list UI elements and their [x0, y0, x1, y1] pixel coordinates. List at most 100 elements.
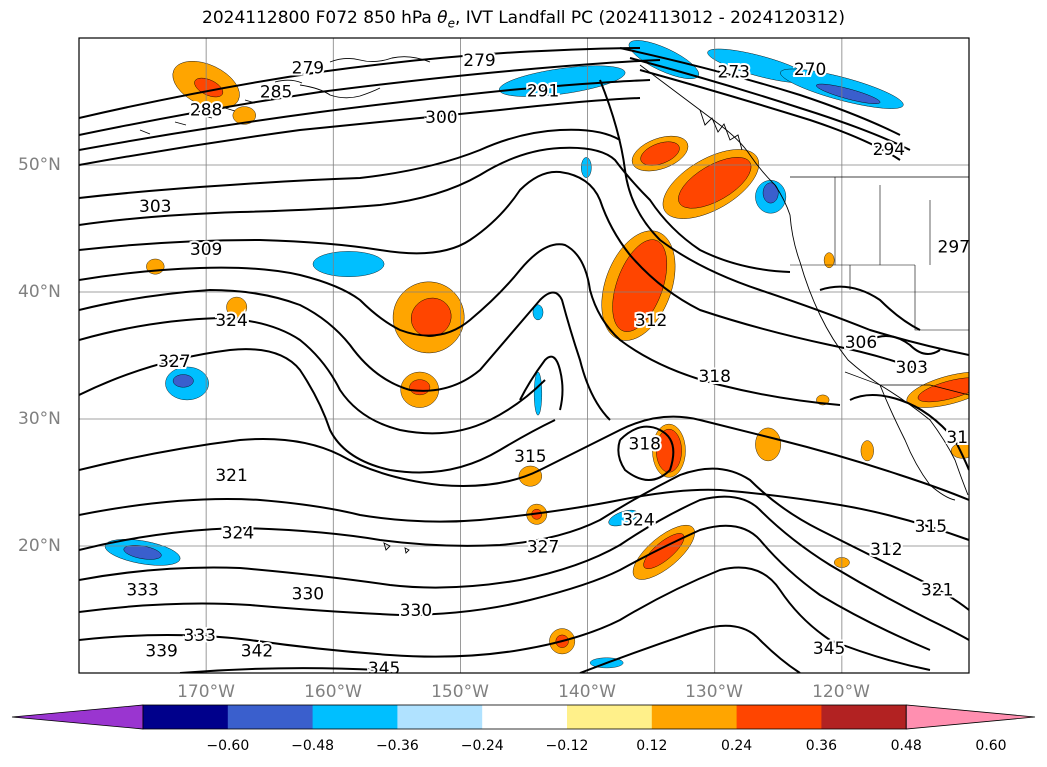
colorbar-segment	[143, 705, 229, 729]
contour-label: 312	[870, 540, 902, 560]
contour-label: 342	[241, 641, 273, 661]
contour-label: 324	[215, 311, 247, 331]
contour-label: 345	[368, 659, 400, 679]
shaded-region	[312, 251, 385, 277]
contour-line	[79, 348, 556, 474]
contour-line	[79, 243, 841, 406]
contour-label: 327	[158, 352, 190, 372]
shaded-region	[172, 374, 194, 388]
contour-label: 306	[845, 333, 877, 353]
contour-label: 318	[698, 367, 730, 387]
colorbar-segment	[821, 705, 907, 729]
contour-line	[819, 285, 921, 331]
coastlines-and-borders	[139, 56, 969, 554]
aleutian-islands	[139, 99, 256, 135]
contour-label: 315	[514, 447, 546, 467]
contour-line	[869, 335, 941, 355]
shaded-region	[823, 252, 835, 269]
contour-line	[79, 146, 791, 273]
colorbar-tick-label: −0.60	[206, 738, 250, 754]
contour-line	[849, 394, 969, 471]
aleutian-coast	[299, 84, 381, 99]
contour-label: 288	[190, 100, 222, 120]
lon-label: 160°W	[304, 682, 362, 702]
shaded-region	[612, 239, 668, 332]
colorbar-extend-min	[11, 704, 144, 730]
shaded-region	[640, 141, 680, 166]
contour-label: 324	[622, 511, 654, 531]
contour-line	[79, 47, 641, 119]
contour-label: 339	[145, 641, 177, 661]
shaded-region	[628, 40, 699, 79]
colorbar-tick-label: 0.12	[636, 738, 668, 754]
ocean-background	[79, 38, 969, 673]
colorbar-segment	[651, 705, 738, 729]
contour-label: 330	[292, 584, 324, 604]
contour-label: 303	[139, 197, 171, 217]
theta-e-contours	[79, 47, 969, 673]
lon-label: 130°W	[685, 682, 743, 702]
contour-label: 279	[292, 58, 324, 78]
us-mexico-border	[844, 371, 969, 396]
contour-label: 270	[794, 60, 826, 80]
state-borders	[790, 264, 969, 331]
contour-label: 273	[718, 62, 750, 82]
contour-label: 303	[896, 358, 928, 378]
contour-line	[79, 415, 969, 501]
contour-line	[79, 495, 969, 641]
contour-label: 333	[126, 580, 158, 600]
colorbar-tick-label: 0.24	[721, 738, 753, 754]
contour-line	[79, 170, 921, 371]
contour-line	[79, 566, 931, 671]
colorbar-segment	[227, 705, 314, 729]
contour-label: 315	[915, 517, 947, 537]
colorbar-tick-label: 0.36	[805, 738, 837, 754]
alaska-peninsula-coast	[274, 79, 303, 84]
contour-line	[79, 467, 969, 611]
colorbar-segment	[397, 705, 483, 729]
contour-label: 324	[222, 523, 254, 543]
lon-label: 120°W	[812, 682, 870, 702]
shaded-region	[860, 440, 874, 462]
colorbar-tick-label: −0.24	[460, 738, 504, 754]
shaded-region	[755, 427, 782, 462]
shaded-region	[988, 273, 1006, 298]
lon-label: 150°W	[431, 682, 489, 702]
colorbar-extend-max	[905, 704, 1036, 730]
shaded-region	[608, 509, 638, 527]
shaded-region	[532, 304, 544, 321]
contour-label: 285	[260, 83, 292, 103]
contour-line	[79, 59, 661, 136]
interior-borders	[834, 177, 931, 265]
contour-line	[79, 316, 546, 435]
contour-label: 294	[873, 140, 905, 160]
shaded-region	[979, 267, 1010, 305]
contour-line	[79, 524, 931, 651]
lat-label: 40°N	[18, 282, 61, 302]
plot-frame	[78, 37, 970, 674]
contour-label: 333	[184, 626, 216, 646]
contour-line	[79, 488, 969, 541]
contour-line	[79, 79, 651, 151]
contour-line	[639, 69, 901, 161]
colorbar-segment	[482, 705, 568, 729]
contour-label: 327	[527, 537, 559, 557]
colorbar-segment	[567, 705, 653, 729]
lon-label: 140°W	[558, 682, 616, 702]
colorbar-tick-label: 0.60	[975, 738, 1007, 754]
map-title: 2024112800 F072 850 hPa θe, IVT Landfall…	[202, 8, 845, 31]
lat-label: 20°N	[18, 536, 61, 556]
contour-label: 321	[215, 466, 247, 486]
colorbar-tick-label: −0.48	[291, 738, 335, 754]
contour-label: 345	[813, 639, 845, 659]
colorbar-tick-label: 0.48	[890, 738, 922, 754]
contour-line	[579, 624, 801, 673]
contour-line	[619, 47, 901, 136]
shaded-region	[816, 83, 881, 104]
baja-california-coast	[879, 384, 956, 501]
alaska-south-coast	[329, 56, 431, 63]
shaded-region	[972, 508, 992, 521]
